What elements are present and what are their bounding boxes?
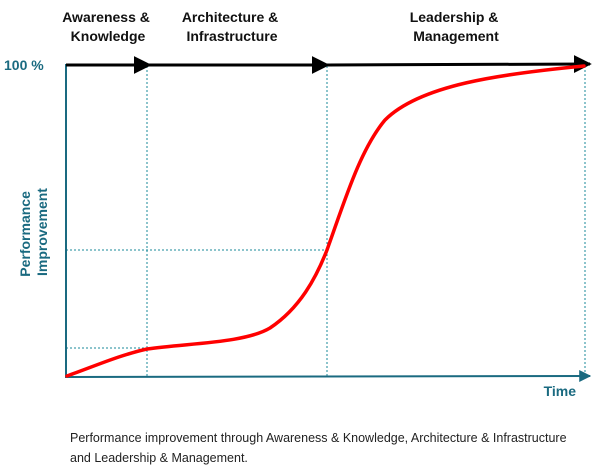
phase-label-leadership: Leadership & Management: [410, 9, 503, 44]
performance-curve: [65, 64, 586, 378]
phase-label-architecture: Architecture & Infrastructure: [182, 9, 282, 44]
phase-arrows: [66, 55, 592, 74]
guide-lines: [66, 66, 586, 376]
y-axis-title: Performance Improvement: [17, 187, 50, 276]
figure-caption: Performance improvement through Awarenes…: [70, 431, 567, 465]
phase-arrow-3: [327, 55, 592, 74]
x-axis-line: [65, 370, 592, 383]
x-axis-title: Time: [544, 383, 577, 399]
y-axis-max-label: 100 %: [4, 57, 44, 73]
phase-label-awareness: Awareness & Knowledge: [62, 9, 154, 44]
